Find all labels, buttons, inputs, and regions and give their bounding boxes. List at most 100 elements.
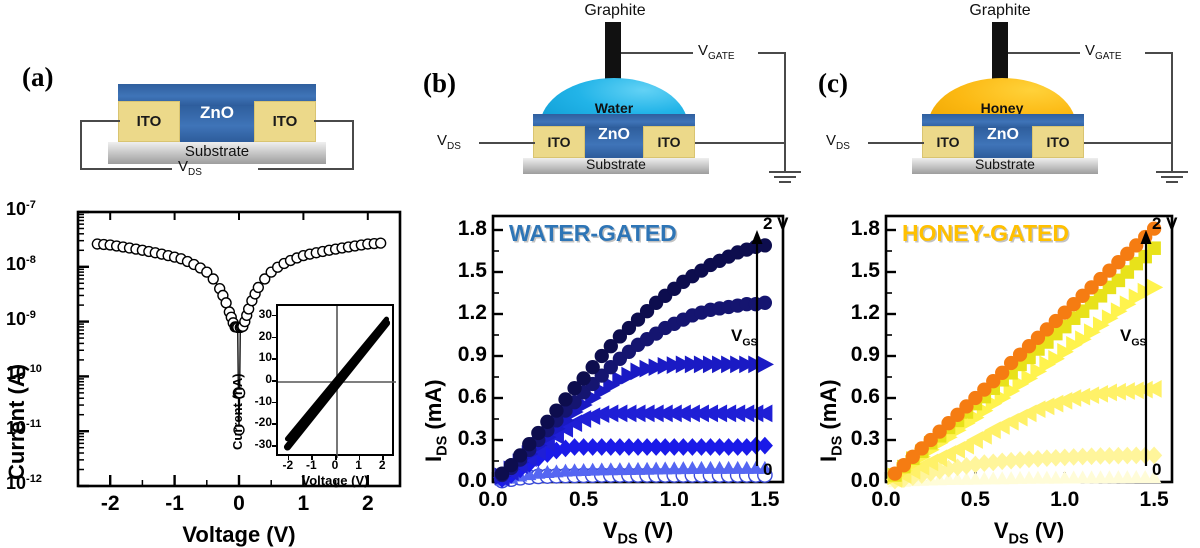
vds-sub-a: DS: [188, 167, 202, 178]
vds-sub-c: DS: [836, 141, 850, 152]
vgate-main-c: V: [1085, 42, 1096, 59]
zno-channel: [178, 106, 256, 142]
ito-right-b: ITO: [643, 126, 695, 158]
inset-ytick-mark-4: [272, 358, 277, 360]
plot-c-xtick-3: 1.5: [1139, 488, 1169, 511]
wire-source-right-c: [1084, 142, 1172, 144]
inset-xtick-3: 1: [355, 458, 362, 472]
inset-ytick-mark-3: [272, 380, 277, 382]
zno-channel-b: [578, 128, 650, 158]
plot-c-ytick-0: 0.0: [850, 469, 880, 492]
series-vgs-0-v: [887, 469, 1162, 488]
inset-xtick-2: 0: [331, 458, 339, 472]
plot-b-arrow-mid-label: VGS: [731, 326, 758, 349]
honey-label: Honey: [980, 100, 1024, 116]
zno-label: ZnO: [200, 103, 234, 122]
ytick-label-a-3: 10-9: [6, 308, 36, 329]
substrate-layer-c: [912, 158, 1098, 174]
graphite-label-c: Graphite: [969, 2, 1031, 19]
graphite-rod-b: [605, 22, 621, 84]
inset-xtick-mark-0: [287, 455, 290, 460]
plot-b-arrow-top-label: 2 V: [763, 214, 789, 233]
plot-c-svg: [884, 214, 1174, 490]
plot-c-caption: HONEY-GATED: [902, 220, 1069, 246]
inset-ytick-0: -30: [254, 437, 272, 452]
wire-gate-lead-c: [1008, 52, 1080, 54]
plot-b-ytick-4: 1.2: [457, 301, 487, 324]
panel-a-schematic: ITO ITO ZnO Substrate VDS: [0, 0, 415, 190]
wire-bottom-right: [258, 168, 354, 170]
inset-ytick-6: 30: [258, 306, 272, 321]
plot-b-ytick-2: 0.6: [457, 385, 487, 408]
inset-ytick-mark-0: [272, 445, 277, 447]
plot-c-ytick-4: 1.2: [850, 301, 880, 324]
plot-b-xtick-3: 1.5: [750, 488, 780, 511]
plot-c-arrow-bottom-label: 0: [1152, 460, 1162, 479]
wire-left-vert: [80, 120, 82, 170]
panel-a: (a) ITO ITO ZnO Substrate VDS 10-12 10-11…: [0, 0, 415, 547]
inset-ytick-mark-6: [272, 314, 277, 317]
plot-b-xtick-2: 1.0: [659, 488, 689, 511]
xtick-label-a-2: 0: [233, 492, 245, 515]
plot-c-vgs-arrow: [1140, 230, 1152, 466]
ito-left-c: ITO: [922, 126, 974, 158]
wire-bottom-left: [80, 168, 172, 170]
xtick-label-a-0: -2: [100, 492, 120, 515]
wire-gnd-down-b: [784, 142, 786, 172]
inset-ytick-2: -10: [254, 393, 272, 408]
inset-ytick-5: 20: [258, 328, 272, 343]
series-vgs-2-0-v: [887, 221, 1162, 481]
ito-right: ITO: [254, 101, 316, 142]
ytick-label-a-4: 10-8: [6, 253, 36, 274]
water-label: Water: [594, 100, 634, 116]
vds-main-a: V: [178, 158, 189, 175]
inset-ytick-mark-5: [272, 336, 277, 339]
substrate-label-b: Substrate: [586, 156, 646, 172]
panel-c-schematic: Graphite Honey ITO ITO ZnO Substrate VGA…: [810, 0, 1200, 190]
ytick-label-a-0: 10-12: [6, 473, 42, 493]
substrate-layer: [108, 142, 326, 164]
ito-left-b: ITO: [533, 126, 585, 158]
plot-c-ytick-5: 1.5: [850, 259, 880, 282]
panel-c-plot: 0.0 0.3 0.6 0.9 1.2 1.5 1.8 0.0 0.5 1.0 1.5 VDS (V)…: [810, 190, 1200, 547]
plot-c-xtick-0: 0.0: [871, 488, 901, 511]
vgate-label-c: VGATE: [1085, 42, 1122, 62]
panel-c: (c) Graphite Honey ITO ITO ZnO Substrate…: [810, 0, 1200, 547]
plot-c-ytick-2: 0.6: [850, 385, 880, 408]
vds-main-c: V: [826, 132, 837, 149]
panel-c-letter: (c): [818, 68, 848, 98]
plot-c-xtick-1: 0.5: [960, 488, 990, 511]
inset-ytick-mark-2: [272, 401, 277, 404]
zno-layer: [118, 84, 316, 106]
vds-main-b: V: [437, 132, 448, 149]
wire-gate-down-b: [784, 52, 786, 144]
plot-b-arrow-bottom-label: 0: [763, 460, 773, 479]
inset-xtick-1: -1: [306, 458, 317, 472]
panel-a-letter: (a): [22, 62, 54, 92]
ito-right-c: ITO: [1032, 126, 1084, 158]
inset-ytick-3: 0: [265, 372, 272, 386]
inset-xtick-mark-1: [311, 455, 313, 460]
ytick-label-a-1: 10-11: [6, 418, 42, 439]
xtick-label-a-3: 1: [297, 492, 310, 515]
vds-label-a: VDS: [178, 158, 202, 178]
plot-c-xtick-2: 1.0: [1050, 488, 1080, 511]
plot-c-ytick-6: 1.8: [850, 217, 880, 240]
panel-a-inset: [276, 304, 396, 458]
xtick-label-a-4: 2: [361, 492, 374, 515]
ytick-label-a-5: 10-7: [6, 199, 36, 219]
plot-b-xtick-1: 0.5: [569, 488, 599, 511]
ytick-label-a-2: 10-10: [6, 363, 42, 384]
vgate-sub-c: GATE: [1095, 51, 1122, 62]
plot-c-arrow-mid-label: VGS: [1120, 326, 1147, 349]
plot-b-ytick-3: 0.9: [457, 343, 487, 366]
plot-b-ytick-5: 1.5: [457, 259, 487, 282]
substrate-layer-b: [523, 158, 709, 174]
vds-label-c: VDS: [826, 132, 850, 152]
panel-b-letter: (b): [423, 68, 456, 98]
zno-label-b: ZnO: [598, 126, 630, 143]
inset-xaxis-title: Voltage (V): [301, 473, 369, 488]
panel-a-inset-svg: [278, 306, 396, 458]
wire-source-right-b: [695, 142, 785, 144]
